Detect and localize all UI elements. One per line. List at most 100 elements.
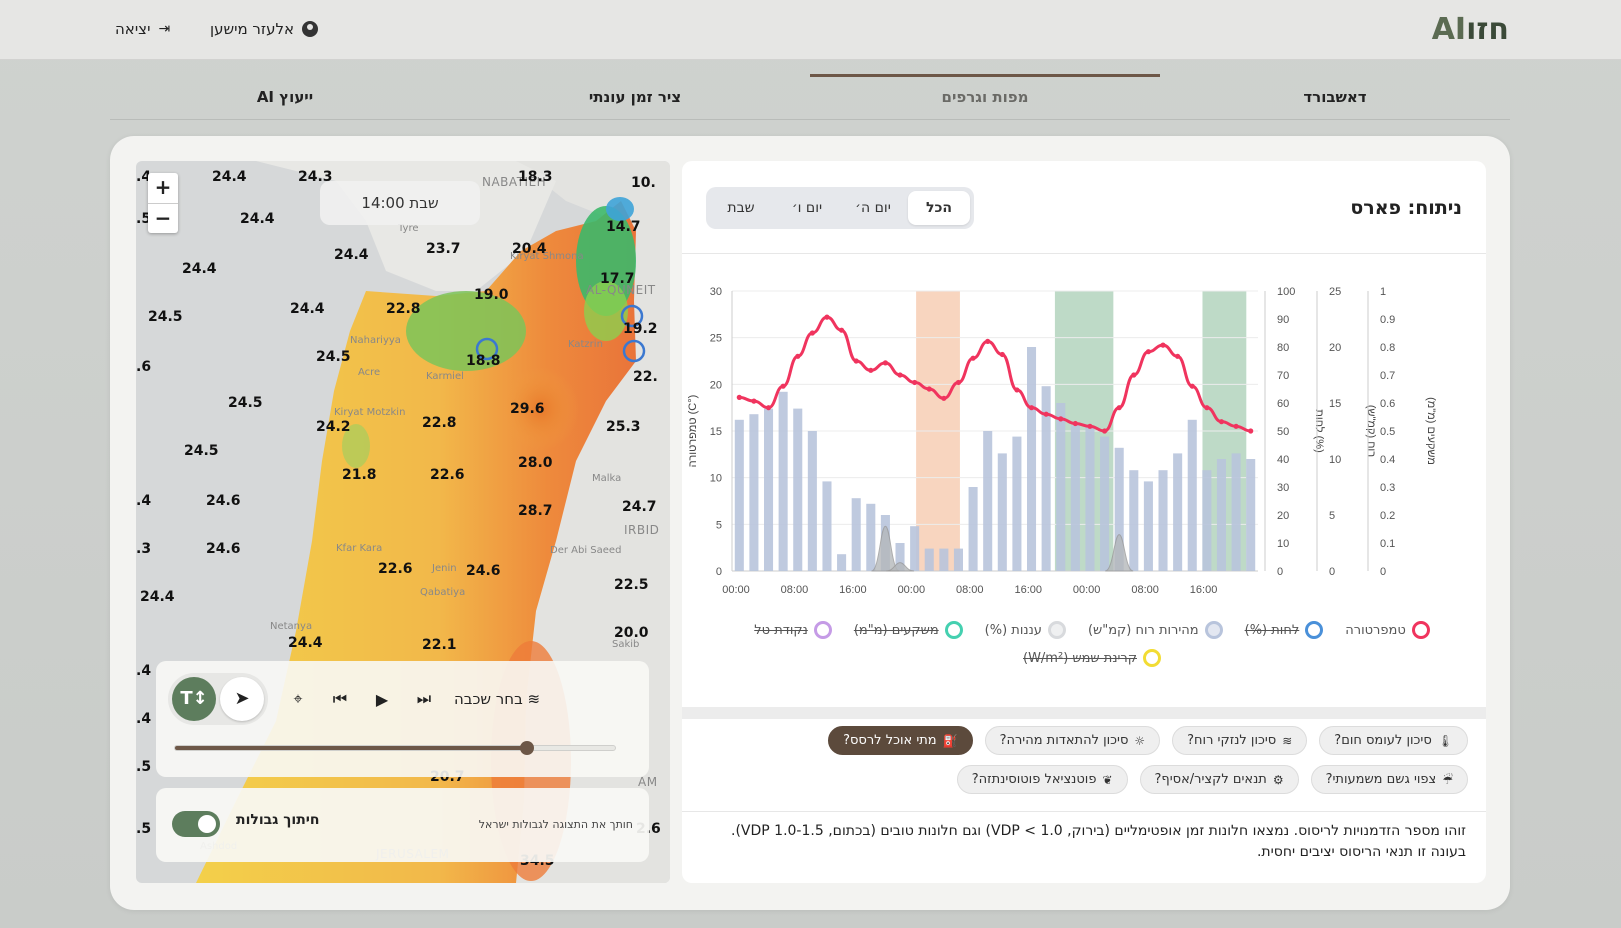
temperature-point <box>1160 342 1166 348</box>
filter-saturday[interactable]: שבת <box>727 200 755 216</box>
quick-question-chip[interactable]: ⛽ מתי אוכל לרסס? <box>828 726 973 755</box>
legend-label: קרינת שמש (W/m²) <box>1023 650 1137 666</box>
slider-handle[interactable] <box>520 741 534 755</box>
wind-bar <box>997 453 1007 571</box>
legend-item[interactable]: עננות (%) <box>985 621 1066 639</box>
temperature-point <box>1043 411 1049 417</box>
y-axis-label-temperature: טמפרטורה (C°) <box>687 395 699 468</box>
map-temperature-value: 20.0 <box>614 625 649 641</box>
x-tick-label: 16:00 <box>1014 584 1042 596</box>
tab-ai-advice[interactable]: ייעוץ AI <box>256 88 314 106</box>
user-circle-icon <box>302 21 319 37</box>
app-logo[interactable]: AIחזו <box>1432 12 1509 47</box>
logo-latin: AI <box>1431 12 1467 47</box>
legend-item[interactable]: קרינת שמש (W/m²) <box>1023 649 1161 667</box>
x-tick-label: 00:00 <box>898 584 926 596</box>
y-tick-label: 10 <box>710 473 722 485</box>
quick-question-chip[interactable]: ⚙ תנאים לקציר/אסיף? <box>1139 765 1299 794</box>
map-temperature-value: .5 <box>136 759 152 775</box>
zoom-out-button[interactable]: − <box>148 203 178 233</box>
temperature-point <box>882 360 889 366</box>
text-height-icon[interactable]: T↕ <box>172 677 216 721</box>
legend-item[interactable]: טמפרטורה <box>1345 621 1430 639</box>
y-tick-label: 20 <box>710 379 722 391</box>
quick-question-chip[interactable]: 🌡 סיכון לעומס חום? <box>1319 726 1468 755</box>
map-temperature-value: 29.6 <box>510 401 545 417</box>
legend-marker <box>1204 621 1223 639</box>
map-temperature-value: 24.5 <box>148 309 183 325</box>
quick-question-label: פוטנציאל פוטוסינתזה? <box>971 772 1097 787</box>
border-clip-panel: חיתוך גבולות חותך את התצוגה לגבולות ישרא… <box>156 788 649 862</box>
temperature-point <box>824 314 830 320</box>
crosshair-icon[interactable]: ⌖ <box>293 689 303 708</box>
zoom-in-button[interactable]: + <box>154 175 172 199</box>
map-temperature-value: 22.8 <box>386 301 421 317</box>
temperature-point <box>809 330 815 336</box>
tab-seasonal-timeline[interactable]: ציר זמן עונתי <box>588 88 682 106</box>
humidity-axis-tick: 90 <box>1277 314 1289 326</box>
y-tick-label: 5 <box>716 519 722 531</box>
wind-bar <box>1085 425 1095 571</box>
wind-bar <box>1026 347 1037 571</box>
wind-bar <box>807 431 817 571</box>
layer-select-button[interactable]: ≋ בחר שכבה <box>454 690 540 708</box>
logout-button[interactable]: ⇥ יציאה <box>115 20 170 38</box>
time-slider[interactable] <box>174 741 616 755</box>
wind-axis-tick: 25 <box>1329 286 1341 298</box>
filter-thursday[interactable]: יום ה׳ <box>855 200 891 216</box>
legend-item[interactable]: לחות (%) <box>1245 621 1324 639</box>
user-name: אלעזר מישען <box>210 20 295 38</box>
wind-bar <box>1143 481 1153 571</box>
map-place-label: Jenin <box>432 563 457 574</box>
play-icon[interactable]: ▶ <box>375 689 389 709</box>
legend-marker <box>1305 621 1324 639</box>
quick-question-chip[interactable]: ☔ צפוי גשם משמעותי? <box>1310 765 1468 794</box>
user-menu[interactable]: אלעזר מישען <box>210 20 319 38</box>
tractor-icon: ⚙ <box>1272 772 1284 787</box>
quick-question-label: סיכון לנזקי רוח? <box>1187 733 1277 748</box>
quick-question-chip[interactable]: ≋ סיכון לנזקי רוח? <box>1172 726 1308 755</box>
temperature-point <box>970 355 976 361</box>
wind-bar <box>1216 459 1227 571</box>
map-temperature-value: 22.1 <box>422 637 457 653</box>
legend-item[interactable]: מהירות רוח (קמ"ש) <box>1088 621 1223 639</box>
tab-maps-charts[interactable]: מפות וגרפים <box>810 72 1160 119</box>
skip-forward-icon[interactable]: ⏭ <box>416 689 432 708</box>
humidity-axis-label: לחות (%) <box>1313 409 1326 452</box>
map-place-label: IRBID <box>624 523 660 537</box>
logo-hebrew: חזו <box>1466 12 1509 47</box>
map-temperature-value: 24.4 <box>140 589 175 605</box>
weather-map[interactable]: NABATIEH Tyre Kiryat Shmona AL-QUNEIT Nahari… <box>136 161 670 883</box>
legend-item[interactable]: משקעים (מ"מ) <box>854 621 963 639</box>
humidity-axis-tick: 30 <box>1277 482 1289 494</box>
quick-question-chip[interactable]: ❦ פוטנציאל פוטוסינתזה? <box>956 765 1128 794</box>
humidity-axis-tick: 10 <box>1277 538 1289 550</box>
temperature-point <box>1218 419 1225 425</box>
map-temperature-value: 19.2 <box>623 321 658 337</box>
border-clip-toggle[interactable] <box>172 811 220 837</box>
wind-axis-tick: 10 <box>1329 454 1341 466</box>
filter-all[interactable]: הכל <box>908 191 970 225</box>
tab-dashboard[interactable]: דאשבורד <box>1303 88 1367 106</box>
temperature-point <box>1014 387 1020 393</box>
legend-item[interactable]: נקודת טל <box>754 621 832 639</box>
humidity-axis-tick: 60 <box>1277 398 1289 410</box>
quick-question-chip[interactable]: ☼ סיכון להתאדות מהירה? <box>984 726 1161 755</box>
precip-axis-tick: 0.1 <box>1380 538 1395 550</box>
cursor-icon[interactable]: ➤ <box>220 677 264 721</box>
sprout-icon: ❦ <box>1102 772 1113 787</box>
filter-friday[interactable]: יום ו׳ <box>791 200 823 216</box>
map-temperature-value: .5 <box>136 211 152 227</box>
logout-label: יציאה <box>115 20 151 38</box>
analysis-title: ניתוח: פארס <box>1350 197 1462 219</box>
border-clip-description: חותך את התצוגה לגבולות ישראל <box>478 818 633 831</box>
temperature-point <box>1131 372 1137 378</box>
map-place-label: Kfar Kara <box>336 543 383 554</box>
skip-back-icon[interactable]: ⏮ <box>332 689 348 708</box>
playback-controls: T↕ ➤ ⌖ ⏮ ▶ ⏭ ≋ בחר שכבה <box>156 661 649 777</box>
map-temperature-value: 24.5 <box>184 443 219 459</box>
wind-axis-tick: 20 <box>1329 342 1341 354</box>
map-temperature-value: 22. <box>633 369 658 385</box>
humidity-axis-tick: 50 <box>1277 426 1289 438</box>
slider-fill <box>175 746 527 750</box>
